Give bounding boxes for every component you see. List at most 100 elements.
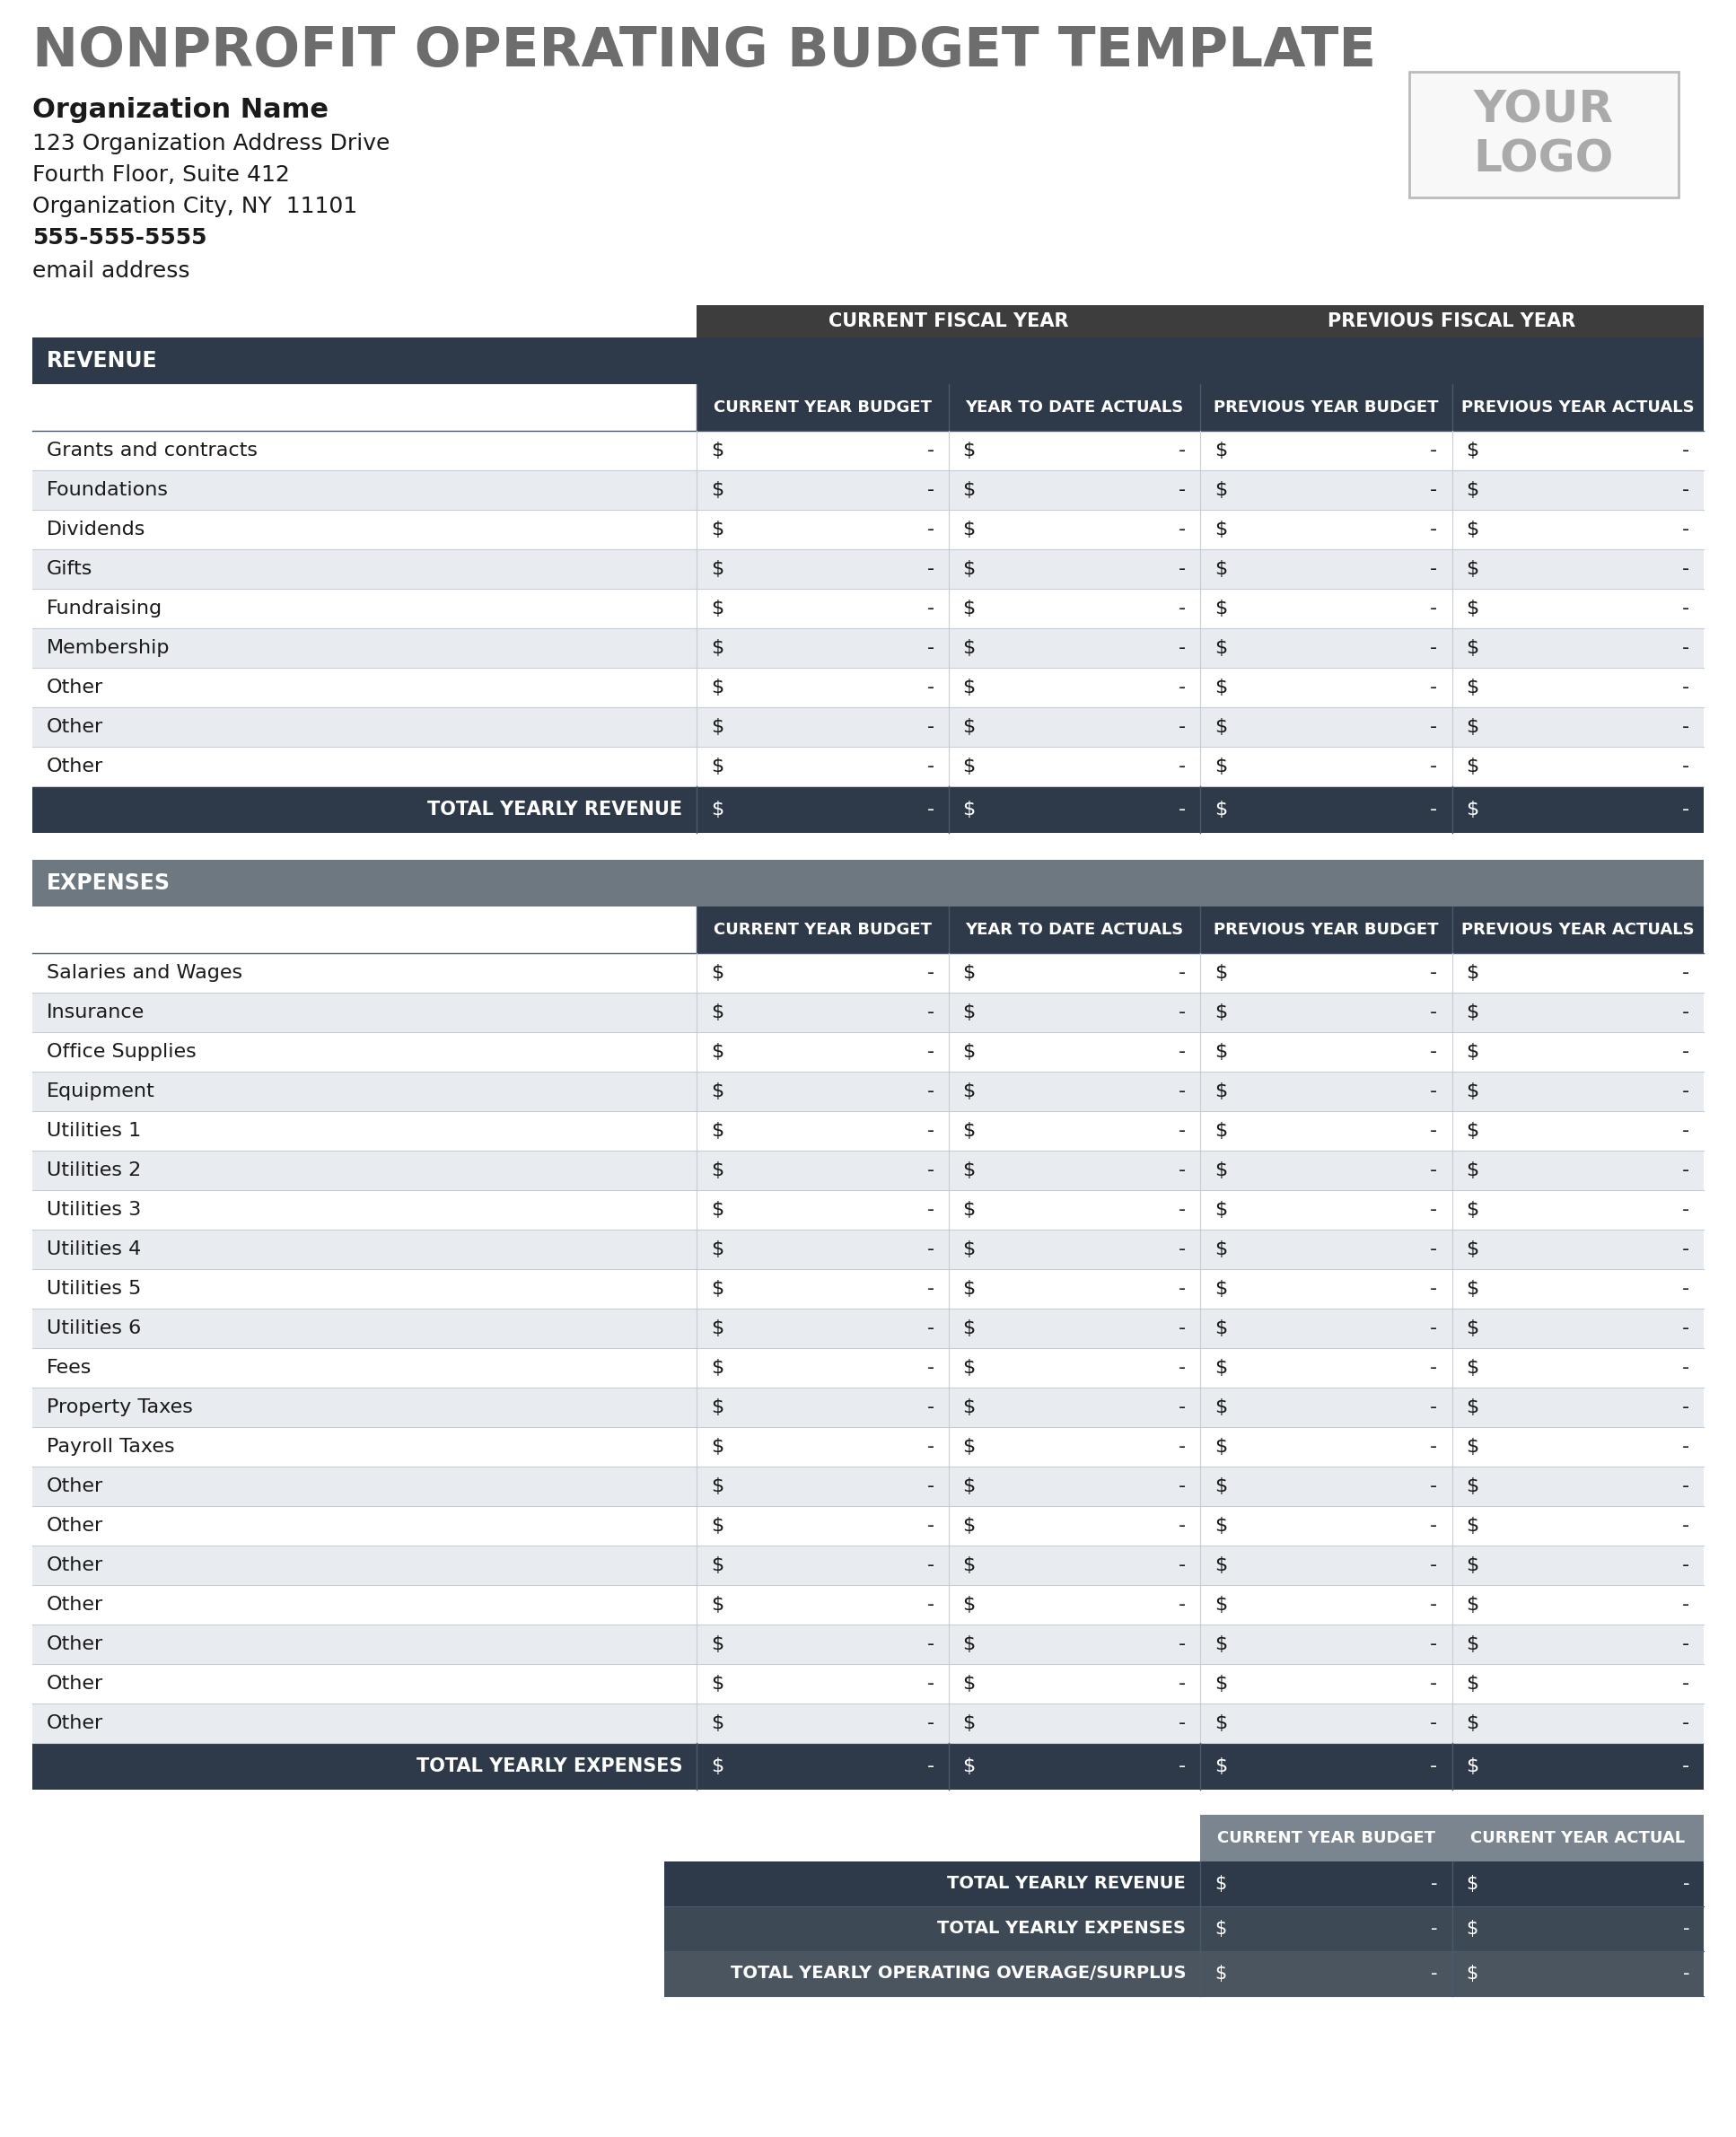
Text: $: $ xyxy=(712,1160,724,1180)
Text: -: - xyxy=(1179,1160,1186,1180)
Text: -: - xyxy=(1682,600,1689,618)
Text: -: - xyxy=(1179,964,1186,981)
Text: $: $ xyxy=(1215,1874,1226,1893)
Text: $: $ xyxy=(712,756,724,776)
Text: Membership: Membership xyxy=(47,639,170,656)
Bar xyxy=(1200,906,1451,953)
Text: -: - xyxy=(1179,756,1186,776)
Text: -: - xyxy=(1682,1319,1689,1338)
Text: $: $ xyxy=(1215,1201,1227,1218)
Text: Other: Other xyxy=(47,1517,104,1534)
Text: $: $ xyxy=(963,1043,976,1060)
Text: $: $ xyxy=(1467,1398,1479,1417)
Bar xyxy=(33,1703,1703,1744)
Text: -: - xyxy=(927,1280,934,1297)
Bar xyxy=(696,306,1200,338)
Text: $: $ xyxy=(1467,1596,1479,1613)
Text: $: $ xyxy=(1215,1122,1227,1139)
Text: $: $ xyxy=(712,1043,724,1060)
Text: Fundraising: Fundraising xyxy=(47,600,163,618)
Text: $: $ xyxy=(712,1635,724,1654)
Text: $: $ xyxy=(1467,964,1479,981)
Text: $: $ xyxy=(1215,521,1227,539)
Text: $: $ xyxy=(1467,1160,1479,1180)
Text: $: $ xyxy=(963,1201,976,1218)
Bar xyxy=(33,511,1703,549)
Text: $: $ xyxy=(1467,756,1479,776)
Text: Other: Other xyxy=(47,1635,104,1654)
Text: $: $ xyxy=(1467,718,1479,735)
Bar xyxy=(33,994,1703,1032)
Text: $: $ xyxy=(712,1675,724,1693)
Bar xyxy=(33,1150,1703,1190)
Text: Fourth Floor, Suite 412: Fourth Floor, Suite 412 xyxy=(33,165,290,186)
Bar xyxy=(33,1032,1703,1071)
Text: Salaries and Wages: Salaries and Wages xyxy=(47,964,243,981)
Text: $: $ xyxy=(1215,718,1227,735)
Text: -: - xyxy=(927,680,934,697)
Text: -: - xyxy=(1430,481,1437,500)
Text: $: $ xyxy=(712,1556,724,1575)
Text: -: - xyxy=(1179,442,1186,459)
Bar xyxy=(33,1229,1703,1269)
Text: CURRENT YEAR BUDGET: CURRENT YEAR BUDGET xyxy=(713,400,932,415)
Text: -: - xyxy=(1179,1319,1186,1338)
Text: -: - xyxy=(927,1517,934,1534)
Text: $: $ xyxy=(1467,1122,1479,1139)
Text: $: $ xyxy=(1215,1477,1227,1496)
Text: -: - xyxy=(1430,1160,1437,1180)
Bar xyxy=(948,906,1200,953)
Text: $: $ xyxy=(712,1319,724,1338)
Text: -: - xyxy=(1430,560,1437,577)
Text: $: $ xyxy=(1215,756,1227,776)
Text: $: $ xyxy=(1467,1919,1477,1938)
Text: $: $ xyxy=(712,1359,724,1376)
Text: -: - xyxy=(1682,1083,1689,1101)
Text: -: - xyxy=(927,1596,934,1613)
Text: -: - xyxy=(927,442,934,459)
Text: $: $ xyxy=(712,481,724,500)
Text: $: $ xyxy=(1215,1004,1227,1021)
Text: -: - xyxy=(927,801,934,818)
Text: -: - xyxy=(1682,1122,1689,1139)
Text: $: $ xyxy=(963,1477,976,1496)
Text: -: - xyxy=(1179,1675,1186,1693)
Text: $: $ xyxy=(712,1477,724,1496)
Text: -: - xyxy=(1682,1438,1689,1455)
Text: -: - xyxy=(927,1004,934,1021)
Bar xyxy=(33,786,1703,833)
Text: -: - xyxy=(1682,1517,1689,1534)
Text: -: - xyxy=(1179,1477,1186,1496)
Text: Equipment: Equipment xyxy=(47,1083,155,1101)
Text: -: - xyxy=(1179,1556,1186,1575)
Bar xyxy=(33,859,1703,906)
Text: TOTAL YEARLY REVENUE: TOTAL YEARLY REVENUE xyxy=(948,1876,1186,1893)
Text: $: $ xyxy=(1467,1874,1477,1893)
Text: $: $ xyxy=(963,1280,976,1297)
Text: $: $ xyxy=(1215,1083,1227,1101)
Text: YEAR TO DATE ACTUALS: YEAR TO DATE ACTUALS xyxy=(965,400,1184,415)
Bar xyxy=(696,385,948,432)
Text: $: $ xyxy=(1467,600,1479,618)
Bar xyxy=(33,338,1703,385)
Text: -: - xyxy=(927,1122,934,1139)
Text: Utilities 1: Utilities 1 xyxy=(47,1122,141,1139)
Bar xyxy=(1451,1814,1703,1861)
Bar xyxy=(33,1624,1703,1665)
Text: -: - xyxy=(1430,1596,1437,1613)
Text: CURRENT YEAR ACTUAL: CURRENT YEAR ACTUAL xyxy=(1470,1829,1686,1846)
Text: $: $ xyxy=(1467,481,1479,500)
Text: $: $ xyxy=(1467,560,1479,577)
Bar xyxy=(33,1387,1703,1428)
Text: $: $ xyxy=(1467,680,1479,697)
Bar xyxy=(33,1348,1703,1387)
Text: -: - xyxy=(927,1714,934,1733)
Bar xyxy=(33,628,1703,667)
Text: -: - xyxy=(1430,1438,1437,1455)
Bar xyxy=(33,1744,1703,1789)
Text: $: $ xyxy=(963,1517,976,1534)
Text: -: - xyxy=(1179,1201,1186,1218)
Text: $: $ xyxy=(963,1635,976,1654)
Text: -: - xyxy=(1179,521,1186,539)
Text: -: - xyxy=(1430,1239,1437,1259)
